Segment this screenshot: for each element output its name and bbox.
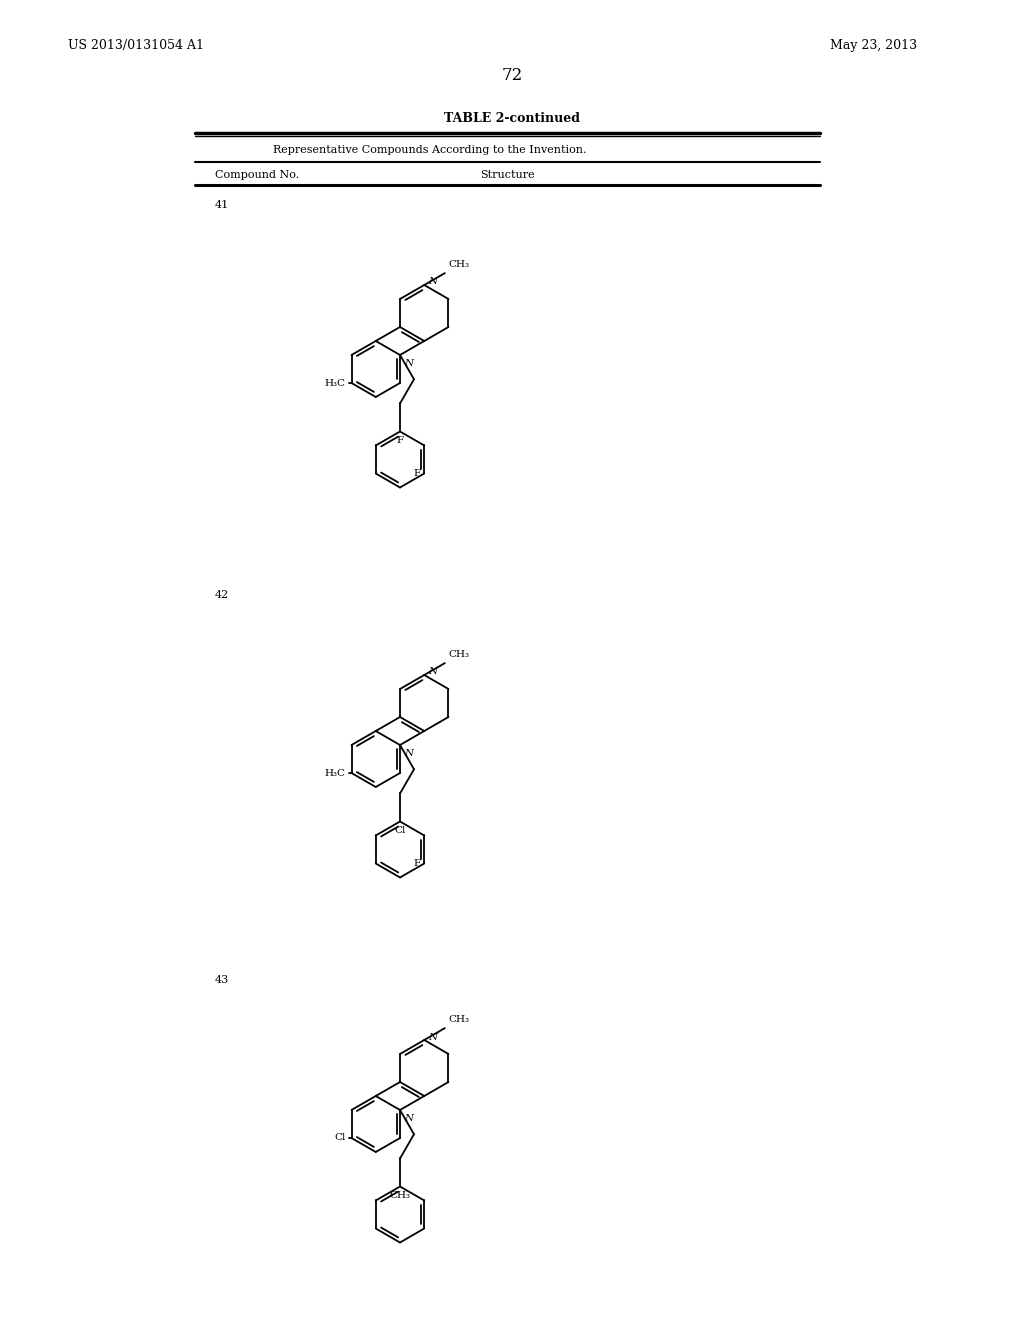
Text: CH₃: CH₃ <box>449 651 470 659</box>
Text: H₃C: H₃C <box>325 768 345 777</box>
Text: N: N <box>404 1114 413 1123</box>
Text: US 2013/0131054 A1: US 2013/0131054 A1 <box>68 38 204 51</box>
Text: Cl: Cl <box>394 826 406 836</box>
Text: May 23, 2013: May 23, 2013 <box>830 38 918 51</box>
Text: 72: 72 <box>502 66 522 83</box>
Text: Structure: Structure <box>480 170 535 180</box>
Text: N: N <box>428 668 437 676</box>
Text: N: N <box>428 277 437 286</box>
Text: F: F <box>413 859 420 869</box>
Text: 41: 41 <box>215 201 229 210</box>
Text: H₃C: H₃C <box>325 379 345 388</box>
Text: 42: 42 <box>215 590 229 601</box>
Text: Representative Compounds According to the Invention.: Representative Compounds According to th… <box>273 145 587 154</box>
Text: N: N <box>404 748 413 758</box>
Text: CH₃: CH₃ <box>449 1015 470 1024</box>
Text: CH₃: CH₃ <box>449 260 470 269</box>
Text: F: F <box>413 469 420 478</box>
Text: 43: 43 <box>215 975 229 985</box>
Text: Cl: Cl <box>334 1134 345 1143</box>
Text: N: N <box>428 1032 437 1041</box>
Text: F: F <box>396 437 403 445</box>
Text: N: N <box>404 359 413 368</box>
Text: CH₃: CH₃ <box>389 1192 411 1200</box>
Text: Compound No.: Compound No. <box>215 170 299 180</box>
Text: TABLE 2-continued: TABLE 2-continued <box>444 111 580 124</box>
